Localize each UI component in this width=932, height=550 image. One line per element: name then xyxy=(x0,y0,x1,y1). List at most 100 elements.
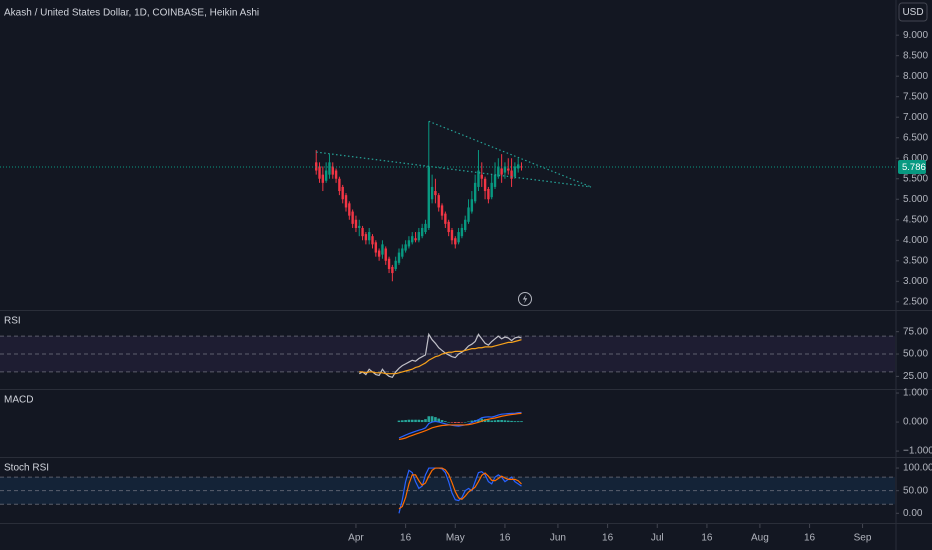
candle-body xyxy=(420,227,424,237)
alert-icon[interactable] xyxy=(518,292,532,306)
histogram-bar xyxy=(510,420,513,423)
candle-body xyxy=(444,213,447,224)
y-tick-label: 3.000 xyxy=(903,276,928,287)
candle-body xyxy=(454,238,457,245)
last-price-label: 5.786 xyxy=(902,162,926,173)
x-tick-label: Jun xyxy=(550,533,566,544)
candle-body xyxy=(414,238,417,241)
y-tick-label: −1.000 xyxy=(903,446,932,457)
candle-body xyxy=(358,225,361,228)
currency-button[interactable] xyxy=(898,2,928,22)
histogram-bar xyxy=(424,419,427,423)
candle-body xyxy=(430,186,434,200)
candle-body xyxy=(315,162,318,171)
candle-body xyxy=(487,188,490,200)
candle-body xyxy=(464,219,467,231)
histogram-bar xyxy=(450,422,454,423)
candle-body xyxy=(470,199,474,212)
candle-body xyxy=(427,166,430,228)
histogram-bar xyxy=(437,418,441,423)
candle-body xyxy=(490,182,493,198)
candle-body xyxy=(384,248,387,261)
histogram-bar xyxy=(470,420,474,423)
candle-body xyxy=(460,227,464,237)
histogram-bar xyxy=(506,420,510,423)
candle-body xyxy=(417,232,421,241)
candle-body xyxy=(513,166,517,177)
y-tick-label: 0.00 xyxy=(903,508,923,519)
candle-body xyxy=(520,166,523,168)
histogram-bar xyxy=(401,420,404,423)
x-tick-label: Aug xyxy=(751,533,769,544)
y-tick-label: 6.500 xyxy=(903,132,928,143)
last-price-box xyxy=(898,160,926,175)
alert-icon-bolt xyxy=(522,294,528,304)
histogram-bar xyxy=(430,416,434,423)
indicator-line xyxy=(398,467,522,510)
histogram-bar xyxy=(460,422,464,423)
histogram-bar xyxy=(417,419,421,423)
indicator-line xyxy=(398,412,522,441)
candle-body xyxy=(394,260,397,269)
candle-body xyxy=(331,166,334,175)
candle-body xyxy=(318,166,321,179)
histogram-bar xyxy=(453,422,457,423)
y-tick-label: 5.500 xyxy=(903,173,928,184)
y-tick-label: 8.000 xyxy=(903,71,928,82)
histogram-bar xyxy=(397,420,401,423)
histogram-bar xyxy=(444,421,447,423)
y-tick-label: 1.000 xyxy=(903,388,928,399)
x-tick-label: Apr xyxy=(348,533,364,544)
histogram-bar xyxy=(447,422,450,423)
candle-body xyxy=(450,230,454,241)
currency-label[interactable]: USD xyxy=(902,7,923,18)
candle-body xyxy=(344,195,348,208)
candle-body xyxy=(348,203,351,216)
y-tick-label: 50.00 xyxy=(903,485,928,496)
candle-body xyxy=(437,195,440,208)
y-tick-label: 3.500 xyxy=(903,255,928,266)
x-tick-label: 16 xyxy=(602,533,614,544)
candle-body xyxy=(447,221,450,233)
histogram-bar xyxy=(513,421,517,423)
histogram-bar xyxy=(493,420,497,423)
chart-title: Akash / United States Dollar, 1D, COINBA… xyxy=(4,8,259,19)
histogram-bar xyxy=(503,420,507,423)
candle-body xyxy=(507,168,510,171)
histogram-bar xyxy=(440,420,444,423)
candle-body xyxy=(381,244,384,255)
candle-body xyxy=(411,236,414,243)
y-tick-label: 5.000 xyxy=(903,194,928,205)
x-tick-label: 16 xyxy=(400,533,412,544)
candle-body xyxy=(338,178,341,192)
candle-body xyxy=(483,178,487,192)
histogram-bar xyxy=(457,422,460,423)
y-tick-label: 4.500 xyxy=(903,214,928,225)
candle-body xyxy=(397,252,401,263)
candle-body xyxy=(321,174,325,183)
candle-body xyxy=(467,207,470,222)
histogram-bar xyxy=(434,417,437,423)
x-tick-label: May xyxy=(446,533,465,544)
y-tick-label: 75.00 xyxy=(903,326,928,337)
candle-body xyxy=(351,211,354,224)
y-tick-label: 9.000 xyxy=(903,30,928,41)
candle-body xyxy=(404,244,407,251)
y-tick-label: 25.00 xyxy=(903,371,928,382)
candle-body xyxy=(497,166,500,177)
histogram-bar xyxy=(420,420,424,423)
candle-body xyxy=(371,236,374,245)
candle-body xyxy=(407,240,411,247)
candle-body xyxy=(367,232,371,241)
x-tick-label: 16 xyxy=(804,533,816,544)
x-tick-label: Sep xyxy=(854,533,872,544)
candle-body xyxy=(328,162,331,175)
histogram-bar xyxy=(516,421,520,423)
y-tick-label: 8.500 xyxy=(903,50,928,61)
histogram-bar xyxy=(407,419,411,423)
histogram-bar xyxy=(520,421,523,423)
y-tick-label: 4.000 xyxy=(903,235,928,246)
candle-body xyxy=(364,234,368,241)
